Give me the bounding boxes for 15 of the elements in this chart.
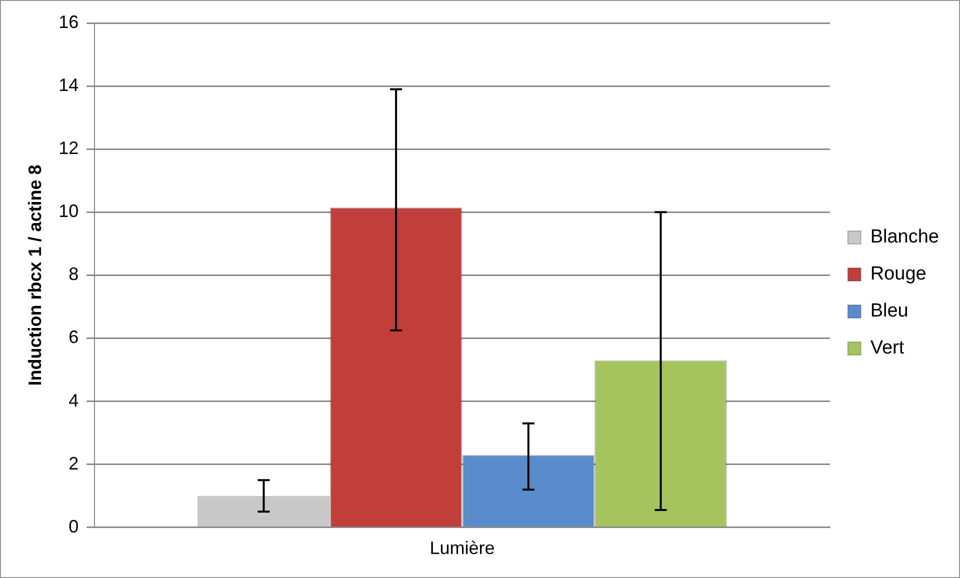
- y-tick-label: 2: [68, 453, 79, 474]
- y-tick-label: 12: [58, 138, 79, 158]
- y-tick-label: 10: [58, 201, 79, 222]
- y-axis-title: Induction rbcx 1 / actine 8: [24, 164, 45, 386]
- legend-label: Rouge: [870, 264, 926, 285]
- y-tick-label: 14: [58, 75, 79, 96]
- legend-label: Vert: [870, 338, 905, 359]
- y-tick-label: 4: [68, 390, 79, 410]
- y-tick-label: 0: [68, 516, 79, 536]
- legend-label: Bleu: [870, 300, 908, 322]
- y-tick-label: 8: [68, 264, 79, 284]
- x-tick-label: Lumière: [430, 538, 495, 558]
- y-tick-label: 6: [68, 327, 79, 348]
- legend-label: Blanche: [870, 226, 940, 248]
- y-tick-label: 16: [58, 12, 79, 32]
